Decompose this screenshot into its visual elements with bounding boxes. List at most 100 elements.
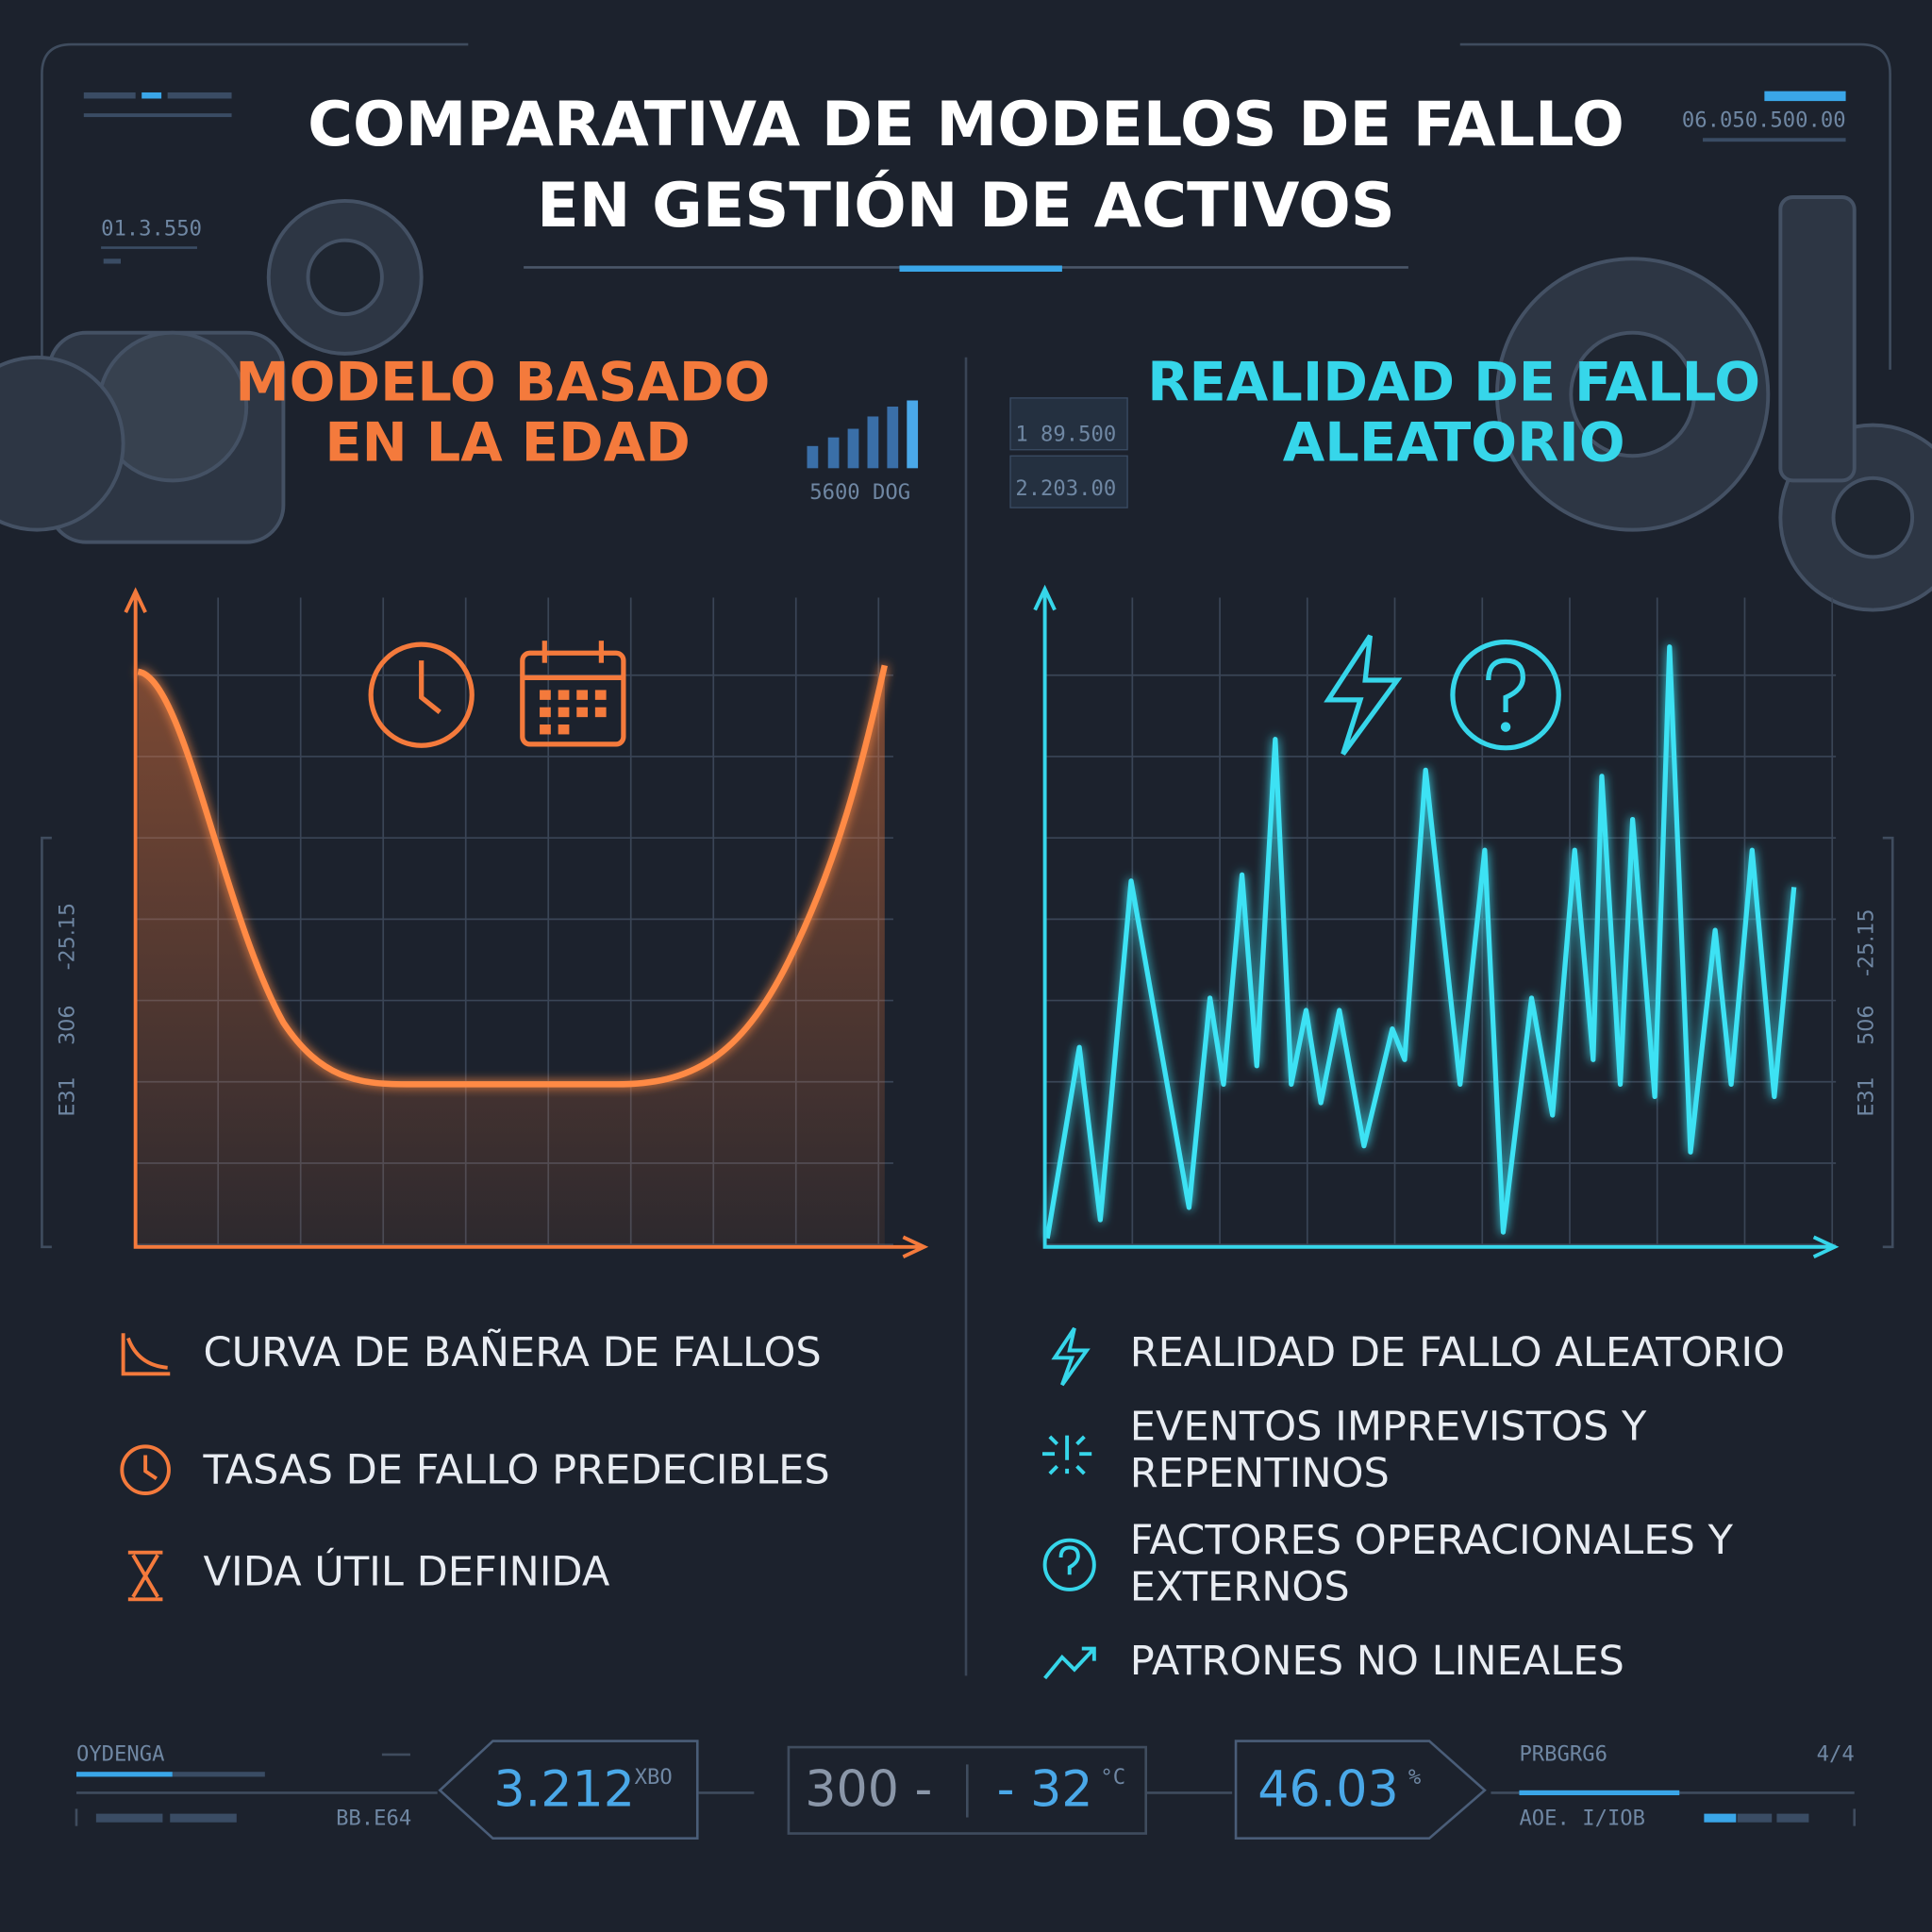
decoration [1519,1790,1680,1796]
right-heading: ALEATORIO [1283,410,1625,474]
decoration [167,92,232,99]
decoration [1737,1813,1773,1823]
readout-unit: °C [1100,1765,1125,1790]
decoration [368,641,626,748]
decoration [419,660,441,714]
decoration [1041,1435,1092,1475]
decoration [867,416,879,469]
decoration [540,707,551,718]
list-item: EXTERNOS [1130,1563,1350,1610]
title-line: COMPARATIVA DE MODELOS DE FALLO [308,89,1624,160]
decoration [75,1772,1809,1823]
decoration [1009,397,1128,451]
decoration [807,400,919,469]
decoration [1324,634,1403,756]
decoration [83,91,1846,264]
decoration [540,690,551,700]
readout: 300 - [805,1761,932,1818]
readout-unit: % [1408,1765,1421,1790]
decoration [120,1333,171,1602]
decoration [438,1740,699,1840]
hud-text: -25.15 [1854,908,1878,976]
decoration [594,690,607,700]
decoration [1043,1646,1096,1680]
decoration [558,724,570,735]
title-line: EN GESTIÓN DE ACTIVOS [537,169,1395,242]
decoration [576,690,589,700]
hud-text: AOE. I/IOB [1519,1806,1645,1830]
decoration [0,355,125,532]
decoration [576,707,589,718]
readout: 46.03 [1257,1761,1399,1818]
list-item: CURVA DE BAÑERA DE FALLOS [204,1328,822,1376]
decoration [95,1813,163,1823]
decoration [594,707,607,718]
list-item: EVENTOS IMPREVISTOS Y [1130,1404,1647,1451]
decoration [1764,91,1846,102]
hud-text: E31 [55,1076,79,1116]
decoration [83,92,136,99]
hud-text: E31 [1854,1076,1878,1116]
decoration [121,1333,171,1376]
list-item: TASAS DE FALLO PREDECIBLES [203,1446,830,1493]
decoration [1033,584,1840,1259]
decoration [1044,644,1797,1240]
right-heading: REALIDAD DE FALLO [1147,350,1760,413]
readout: - 32 [997,1761,1093,1818]
hud-text: 506 [1854,1006,1878,1045]
left-heading: MODELO BASADO [235,350,770,413]
decoration [787,1745,1147,1835]
decoration [368,641,475,748]
decoration [138,665,885,1245]
decoration [137,664,888,1088]
hud-text: 2.203.00 [1015,476,1116,501]
decoration [120,1444,171,1495]
list-item: REPENTINOS [1130,1450,1390,1497]
decoration [1776,1813,1809,1823]
hud-text: PRBGRG6 [1519,1741,1607,1766]
decoration [143,1455,158,1480]
decoration [83,113,232,118]
list-item: VIDA ÚTIL DEFINIDA [204,1548,610,1596]
decoration [1009,455,1128,508]
hud-text: -25.15 [55,903,79,971]
decoration [887,407,899,469]
list-item: PATRONES NO LINEALES [1130,1638,1624,1685]
decoration [907,400,919,469]
decoration [127,1550,163,1602]
hud-text: 5600 DOG [809,480,910,505]
decoration [1058,1545,1080,1575]
decoration [1703,138,1846,142]
left-heading: EN LA EDAD [325,410,691,474]
decoration [41,836,1894,1249]
decoration [1704,1813,1737,1823]
decoration: -25.15 306 E31 -25.15 506 E31 [55,903,1878,1117]
decoration [1041,1326,1096,1680]
list-item: REALIDAD DE FALLO ALEATORIO [1130,1329,1785,1376]
decoration [172,1772,265,1777]
hud-text: 306 [55,1006,79,1045]
decoration [847,428,859,469]
hud-text: 1 89.500 [1015,423,1116,447]
decoration [558,707,570,718]
decoration [170,1813,237,1823]
decoration [1324,634,1561,756]
decoration [124,587,929,1259]
decoration [540,724,551,735]
decoration [142,92,162,99]
decoration [306,238,384,317]
decoration [1234,1740,1487,1840]
decoration [827,437,840,469]
decoration [1778,195,1857,483]
decoration [1042,1538,1096,1591]
hud-text: BB.E64 [336,1806,411,1830]
decoration [41,42,1891,370]
decoration [1569,330,1696,458]
decoration [807,445,819,469]
decoration [1486,658,1525,712]
decoration [558,690,570,700]
decoration [540,690,607,735]
hud-text: 01.3.550 [101,216,202,241]
hud-text: OYDENGA [76,1741,165,1766]
